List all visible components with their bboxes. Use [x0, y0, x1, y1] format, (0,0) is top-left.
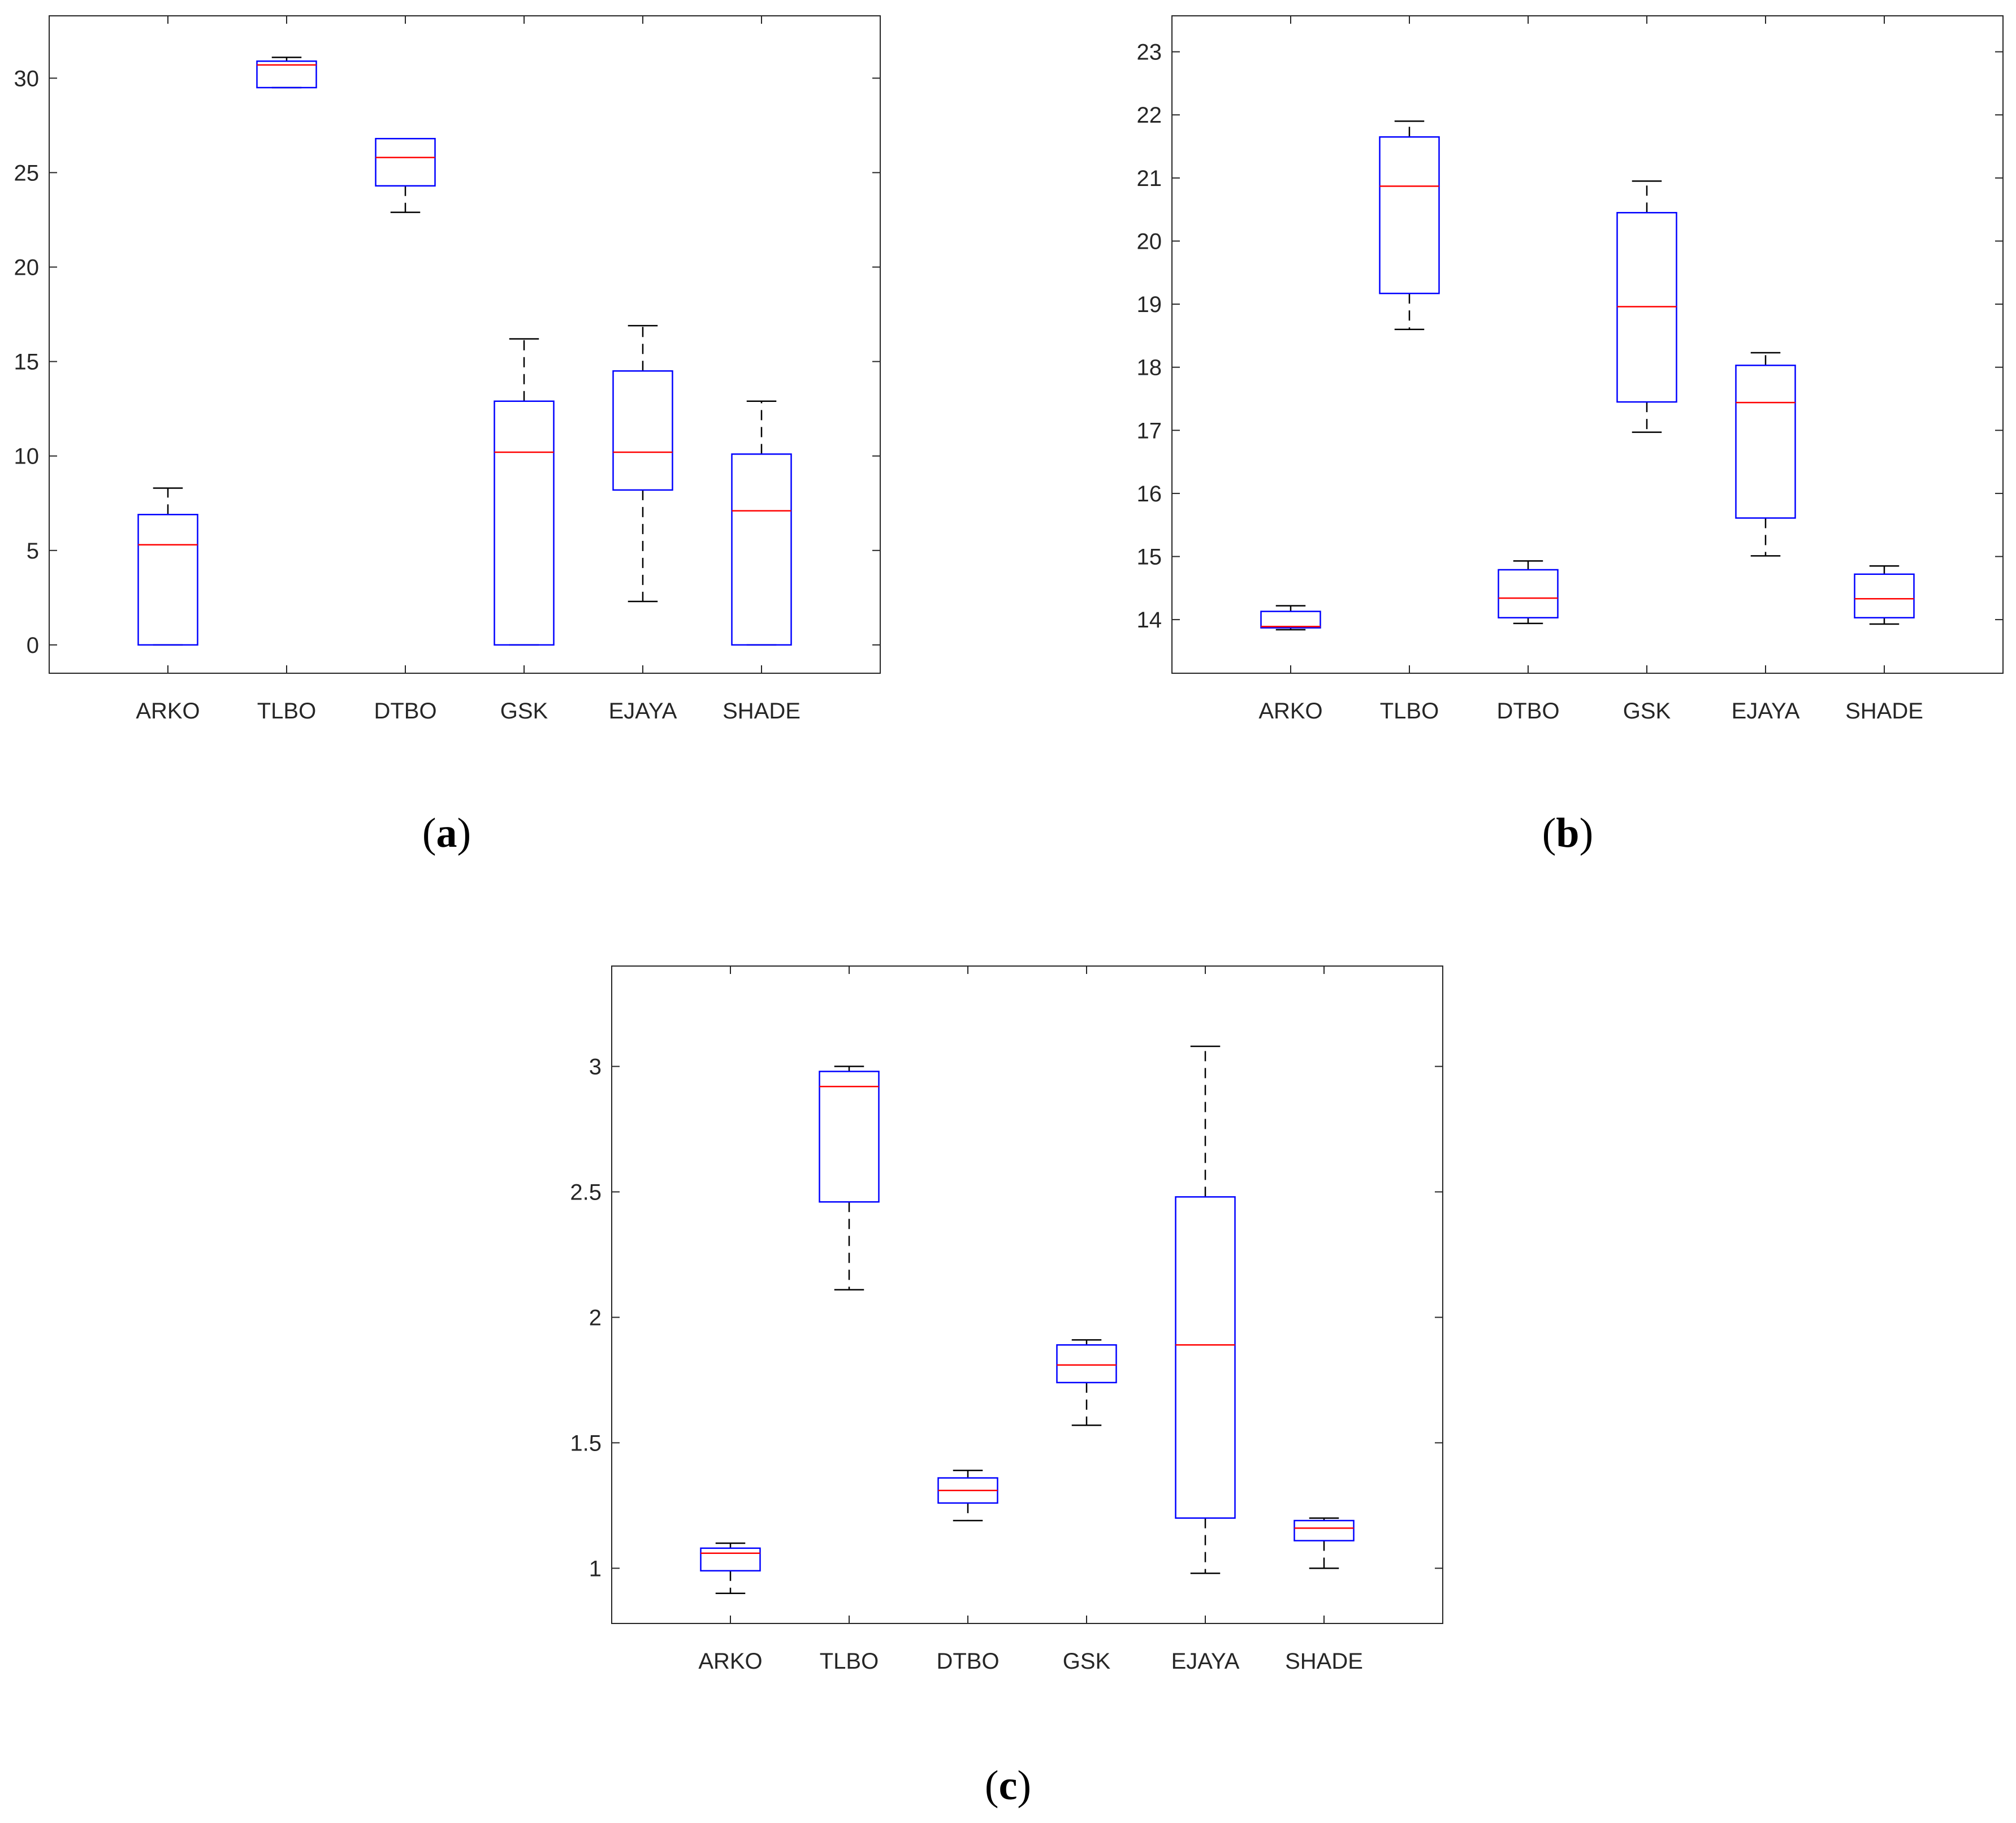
axes-frame-a [49, 15, 881, 674]
box-b-arko [1260, 610, 1321, 629]
y-tick-label-b-2: 16 [1137, 482, 1162, 506]
box-a-gsk [494, 400, 555, 646]
x-category-label-a-2: DTBO [374, 699, 436, 724]
box-b-ejaya [1735, 365, 1796, 519]
caption-a: (a) [422, 810, 471, 856]
chart-panel-b: 14 15 16 17 18 19 20 21 22 23 ARKO TLBO DTBO GSK EJAYA… [1137, 15, 2004, 724]
y-tick-label-c-4: 3 [589, 1055, 602, 1080]
y-tick-label-a-6: 30 [14, 66, 40, 91]
y-tick-label-b-8: 22 [1137, 103, 1162, 128]
caption-b: (b) [1542, 810, 1594, 856]
caption-c: (c) [984, 1763, 1032, 1809]
y-tick-label-c-3: 2.5 [570, 1180, 602, 1205]
x-category-label-a-5: SHADE [723, 699, 801, 724]
y-tick-label-b-9: 23 [1137, 40, 1162, 65]
y-tick-label-b-7: 21 [1137, 166, 1162, 191]
x-category-label-b-3: GSK [1623, 699, 1671, 724]
y-tick-label-a-1: 5 [27, 539, 39, 564]
x-category-label-a-1: TLBO [257, 699, 316, 724]
box-c-ejaya [1175, 1196, 1236, 1519]
box-a-shade [731, 453, 792, 646]
y-tick-label-a-2: 10 [14, 444, 40, 469]
x-category-label-c-1: TLBO [820, 1649, 879, 1674]
y-tick-label-b-6: 20 [1137, 229, 1162, 254]
box-b-dtbo [1498, 569, 1559, 619]
axes-frame-b [1171, 15, 2004, 674]
y-tick-label-b-4: 18 [1137, 356, 1162, 380]
x-category-label-b-1: TLBO [1380, 699, 1439, 724]
box-b-shade [1854, 573, 1915, 619]
x-category-label-c-2: DTBO [936, 1649, 999, 1674]
chart-panel-c: 1 1.5 2 2.5 3 ARKO TLBO DTBO GSK EJAYA SHADE [570, 965, 1443, 1674]
box-b-tlbo [1379, 136, 1440, 295]
y-tick-label-c-0: 1 [589, 1556, 602, 1581]
y-tick-label-a-0: 0 [27, 633, 39, 658]
y-tick-label-b-1: 15 [1137, 545, 1162, 570]
y-tick-label-b-5: 19 [1137, 292, 1162, 317]
box-a-arko [137, 514, 198, 646]
box-a-ejaya [612, 370, 673, 491]
y-tick-label-a-3: 15 [14, 350, 40, 375]
box-a-dtbo [375, 137, 436, 187]
box-c-tlbo [819, 1071, 880, 1203]
x-category-label-a-4: EJAYA [609, 699, 677, 724]
x-category-label-b-2: DTBO [1496, 699, 1559, 724]
x-category-label-a-0: ARKO [136, 699, 200, 724]
x-category-label-c-0: ARKO [698, 1649, 762, 1674]
y-tick-label-c-1: 1.5 [570, 1431, 602, 1456]
axes-frame-c [611, 965, 1443, 1624]
box-a-tlbo [256, 60, 317, 89]
y-tick-label-b-0: 14 [1137, 608, 1162, 633]
chart-panel-a: 0 5 10 15 20 25 30 ARKO TLBO DTBO GSK EJAYA SHADE [14, 15, 881, 724]
box-c-arko [700, 1547, 761, 1572]
x-category-label-a-3: GSK [500, 699, 548, 724]
y-tick-label-a-4: 20 [14, 255, 40, 280]
x-category-label-c-5: SHADE [1285, 1649, 1363, 1674]
x-category-label-c-4: EJAYA [1171, 1649, 1240, 1674]
box-c-shade [1293, 1519, 1355, 1541]
x-category-label-b-0: ARKO [1258, 699, 1322, 724]
x-category-label-c-3: GSK [1063, 1649, 1111, 1674]
x-category-label-b-4: EJAYA [1732, 699, 1800, 724]
box-c-gsk [1056, 1344, 1117, 1384]
y-tick-label-c-2: 2 [589, 1305, 602, 1330]
y-tick-label-a-5: 25 [14, 161, 40, 185]
y-tick-label-b-3: 17 [1137, 418, 1162, 443]
x-category-label-b-5: SHADE [1845, 699, 1923, 724]
